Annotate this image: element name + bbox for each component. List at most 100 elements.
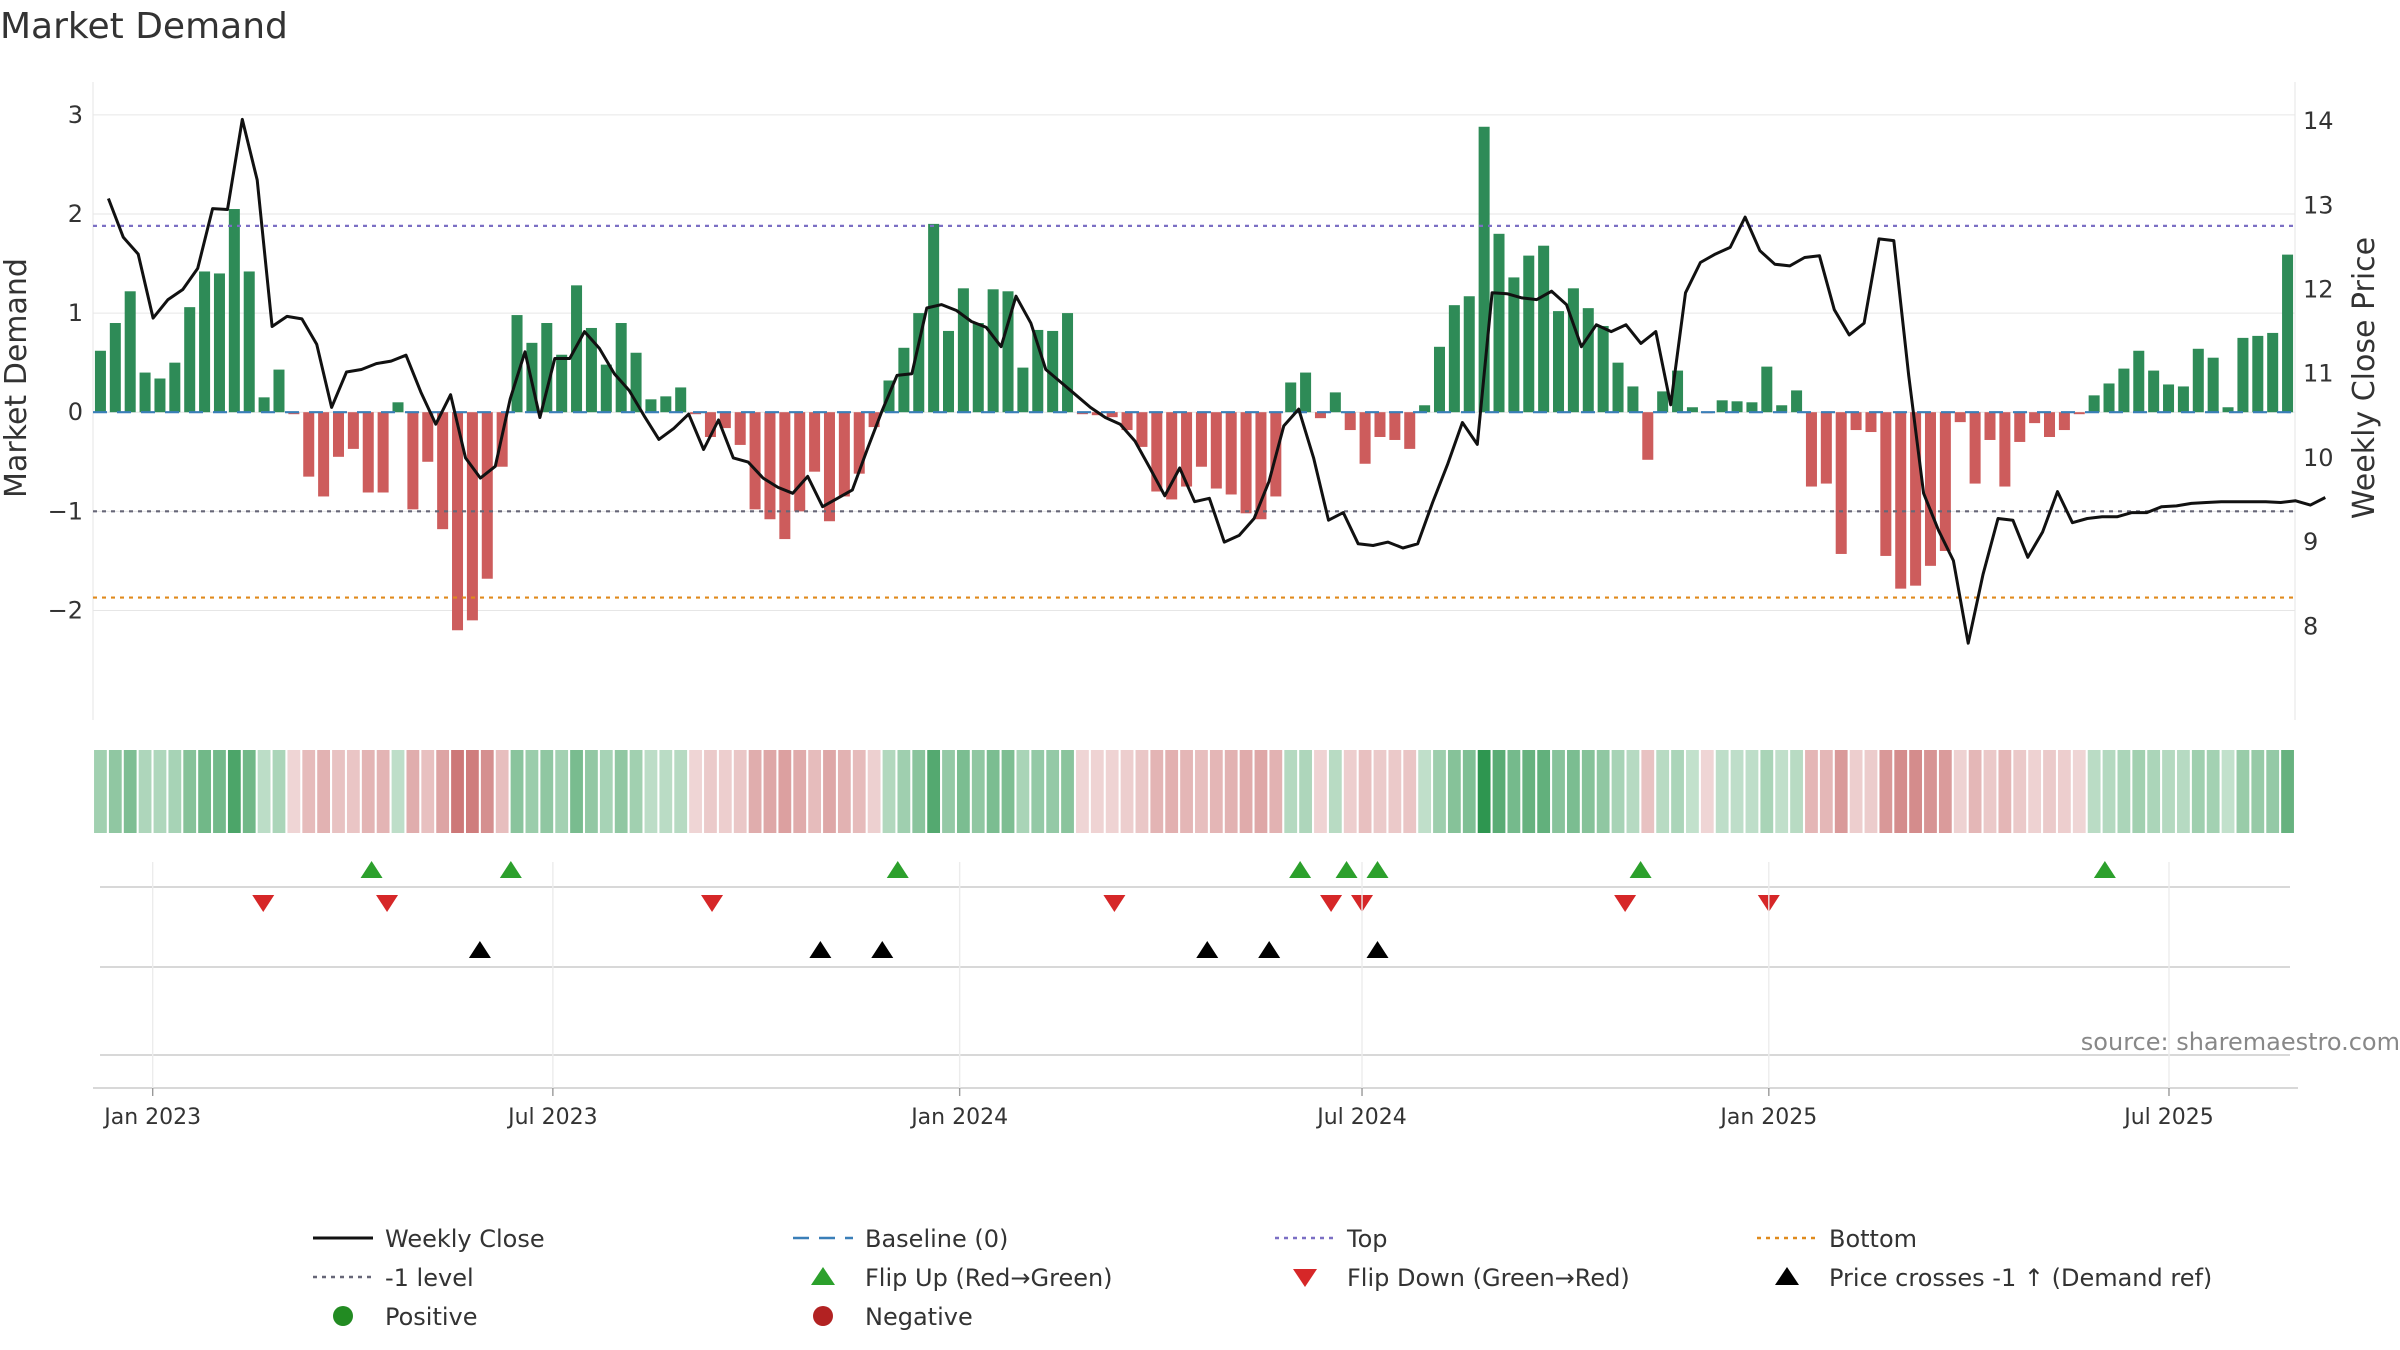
demand-bar [2192,348,2204,413]
heat-cell [257,750,271,833]
demand-bar [154,378,166,413]
demand-bar [1553,311,1565,413]
demand-bar [332,412,344,457]
demand-bar [987,289,999,413]
date-tick-label: Jan 2023 [102,1105,201,1130]
heat-cell [183,750,197,833]
heat-cell [1462,750,1476,833]
demand-bar [1835,412,1847,554]
heat-cell [1507,750,1521,833]
demand-bar [660,396,672,413]
flip-up-marker [1366,861,1389,878]
heat-cell [1120,750,1134,833]
legend-label: Weekly Close [385,1225,545,1253]
heat-cell [2117,750,2131,833]
demand-bar [794,412,806,512]
demand-bar [1478,126,1490,413]
demand-bar [1939,412,1951,551]
demand-bar [600,364,612,413]
demand-bar [764,412,776,520]
heat-cell [2236,750,2250,833]
heat-cell [436,750,450,833]
date-tick-label: Jul 2024 [1315,1105,1407,1130]
price-series [106,117,2326,645]
heat-cell [897,750,911,833]
demand-bar [943,330,955,413]
demand-bar [749,412,761,510]
demand-bar [585,327,597,413]
heat-cell [1938,750,1952,833]
heat-cell [1983,750,1997,833]
heat-cell [1001,750,1015,833]
heat-cell [2072,750,2086,833]
heat-cell [778,750,792,833]
heat-cell [1090,750,1104,833]
heat-cell [986,750,1000,833]
heat-cell [1388,750,1402,833]
heat-cell [2087,750,2101,833]
price-cross-marker [809,941,832,958]
heat-cell [2266,750,2280,833]
heat-cell [1314,750,1327,833]
demand-bar [1195,412,1207,467]
heat-cell [1046,750,1060,833]
legend-swatch [1775,1267,1799,1285]
heat-cell [570,750,583,833]
demand-bar [1538,245,1550,413]
heat-cell [1790,750,1803,833]
legend-label: Bottom [1829,1225,1917,1253]
demand-bar [2014,412,2026,442]
price-cross-marker [1258,941,1281,958]
demand-bar [109,323,121,413]
demand-bar [868,412,880,428]
heat-cell [867,750,881,833]
flip-down-marker [376,895,399,912]
heat-cell [1522,750,1536,833]
demand-bar [1463,296,1475,413]
heat-cell [793,750,807,833]
y-tick-label: 0 [68,398,83,426]
heat-cell [2132,750,2146,833]
demand-bar [1285,382,1297,413]
demand-bar [437,412,449,530]
legend-label: Negative [865,1303,973,1331]
heat-cell [227,750,241,833]
heat-cell [1477,750,1491,833]
flip-down-marker [1320,895,1343,912]
demand-bar [1240,412,1252,514]
heat-cell [1745,750,1759,833]
reference-levels [93,224,2295,599]
heat-cell [1879,750,1893,833]
heat-cell [391,750,405,833]
demand-bar [1359,412,1371,464]
heat-cell [1998,750,2012,833]
demand-bar [1181,412,1193,487]
heat-cell [1269,750,1283,833]
heat-cell [1700,750,1714,833]
heat-cell [2043,750,2056,833]
demand-bar [779,412,791,540]
heat-cell [1180,750,1193,833]
demand-bar [2148,370,2160,413]
demand-bar [1314,412,1326,419]
heat-cell [1894,750,1908,833]
heat-cell [614,750,628,833]
heat-cell [674,750,688,833]
heat-cell [1135,750,1149,833]
demand-bar [1627,386,1639,413]
demand-bar [2207,357,2219,413]
heat-cell [1284,750,1298,833]
demand-bar [1567,288,1579,413]
demand-bar [1850,412,1862,431]
demand-bar [1419,405,1431,413]
y2-axis-ticks: 8 9 10 11 12 13 14 [2303,107,2334,640]
heat-cell [1849,750,1863,833]
legend-label: Top [1346,1225,1388,1253]
legend-label: Positive [385,1303,478,1331]
heat-cell [912,750,926,833]
price-cross-marker [468,941,491,958]
heat-cell [317,750,331,833]
demand-bar [273,369,285,413]
heat-cell [2206,750,2220,833]
y-tick-label: 3 [68,101,83,129]
